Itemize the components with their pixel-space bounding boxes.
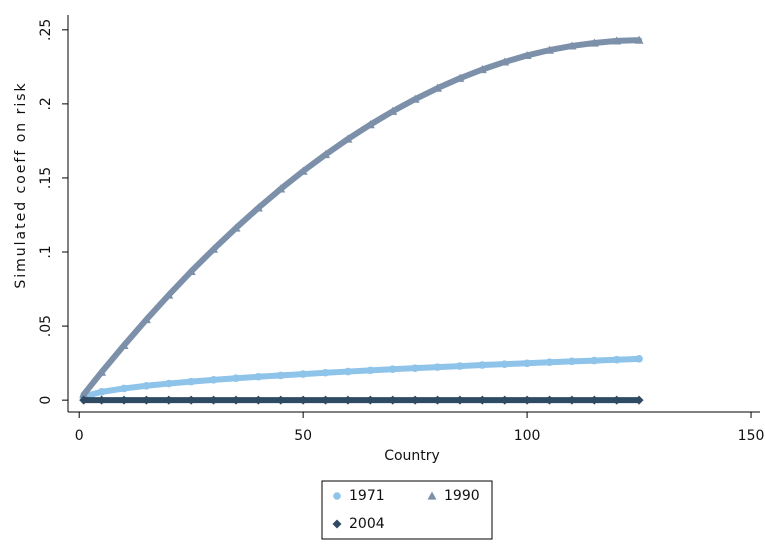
point [365, 120, 375, 129]
point [500, 395, 510, 405]
x-axis-label: Country [384, 448, 440, 464]
point [164, 379, 173, 388]
x-tick-label: 0 [75, 428, 84, 444]
point [97, 388, 106, 396]
point [97, 395, 107, 405]
point [522, 50, 532, 60]
y-tick-label: 0 [38, 396, 54, 405]
point [477, 65, 487, 74]
series-band [80, 37, 643, 398]
point [411, 364, 419, 372]
point [231, 395, 241, 405]
point [321, 150, 331, 159]
point [253, 395, 263, 405]
point [388, 106, 398, 115]
y-tick-label: .15 [38, 167, 54, 189]
point [478, 361, 487, 369]
y-tick-label: .2 [38, 97, 54, 110]
point [209, 395, 219, 405]
point [299, 370, 307, 378]
point [635, 355, 643, 363]
point [164, 395, 174, 405]
point [365, 395, 375, 405]
point [187, 377, 195, 386]
point [523, 359, 531, 368]
point [500, 57, 510, 66]
point [567, 41, 577, 50]
point [97, 367, 107, 376]
x-tick-label: 150 [738, 428, 765, 444]
point [544, 395, 554, 405]
point [253, 203, 263, 212]
point [455, 395, 465, 405]
point [544, 45, 554, 54]
point [142, 381, 151, 390]
x-tick-label: 100 [514, 428, 541, 444]
point [164, 290, 174, 299]
legend-marker [333, 492, 341, 500]
y-tick-label: .05 [38, 315, 54, 337]
y-tick-label: .25 [38, 19, 54, 41]
point [298, 395, 308, 405]
point [276, 184, 286, 193]
point [388, 365, 397, 373]
point [254, 372, 263, 381]
legend-label: 1990 [444, 488, 480, 504]
point [276, 371, 285, 380]
point [186, 395, 196, 405]
point [477, 395, 487, 405]
point [321, 368, 330, 377]
y-axis-label: Simulated coeff on risk [13, 81, 29, 288]
point [589, 38, 599, 47]
point [298, 166, 308, 175]
point [634, 395, 644, 405]
point [590, 356, 599, 365]
point [388, 395, 398, 405]
point [522, 395, 532, 405]
point [321, 395, 331, 405]
point [410, 395, 420, 405]
point [589, 395, 599, 405]
point [612, 355, 621, 364]
point [120, 384, 128, 393]
point [209, 244, 219, 253]
point [500, 360, 509, 368]
y-tick-label: .1 [38, 245, 54, 258]
point [612, 395, 622, 405]
point [343, 395, 353, 405]
point [79, 395, 89, 405]
point [141, 315, 151, 324]
point [634, 35, 644, 44]
point [231, 223, 241, 232]
point [612, 36, 622, 45]
point [455, 73, 465, 82]
point [344, 367, 352, 376]
point [410, 94, 420, 103]
point [433, 83, 443, 92]
point [119, 340, 129, 349]
point [545, 358, 554, 367]
point [79, 390, 89, 399]
legend-marker [427, 491, 437, 500]
x-tick-label: 50 [294, 428, 312, 444]
point [366, 366, 375, 375]
legend-label: 2004 [349, 516, 385, 532]
legend [321, 480, 493, 540]
point [343, 134, 353, 143]
point [276, 395, 286, 405]
point [456, 362, 464, 370]
legend-label: 1971 [349, 488, 385, 504]
point [567, 395, 577, 405]
point [119, 395, 129, 405]
point [209, 376, 218, 384]
point [433, 363, 442, 371]
legend-marker [332, 519, 342, 529]
point [141, 395, 151, 405]
point [186, 266, 196, 276]
point [568, 357, 576, 366]
point [433, 395, 443, 405]
point [232, 374, 240, 383]
